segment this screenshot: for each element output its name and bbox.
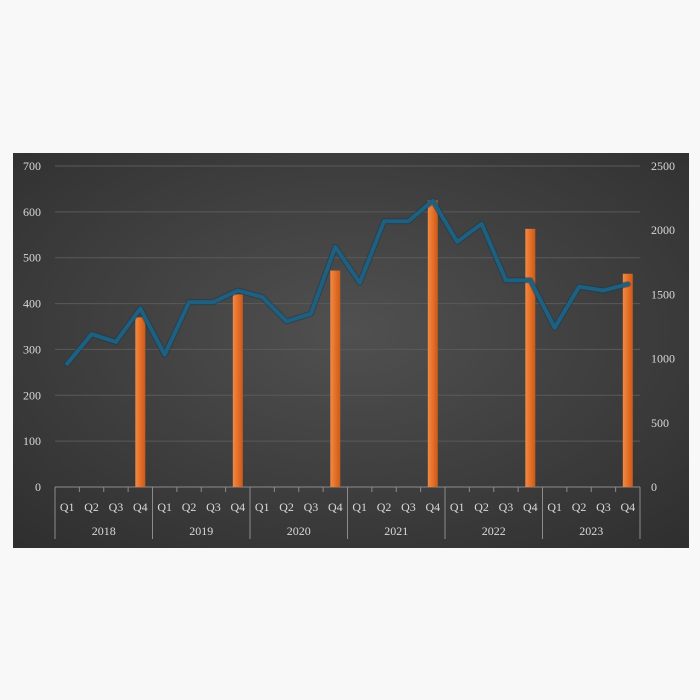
quarter-label: Q3 [401, 500, 416, 514]
quarter-label: Q4 [230, 500, 245, 514]
quarter-label: Q1 [157, 500, 172, 514]
bar [427, 200, 438, 487]
quarter-label: Q3 [304, 500, 319, 514]
quarter-label: Q1 [352, 500, 367, 514]
year-label: 2022 [482, 524, 506, 538]
bar [525, 228, 536, 487]
quarter-label: Q4 [133, 500, 148, 514]
year-label: 2020 [287, 524, 311, 538]
y-tick-label: 100 [23, 434, 41, 448]
quarter-label: Q3 [109, 500, 124, 514]
y-tick-label: 0 [35, 480, 41, 494]
quarter-label: Q2 [377, 500, 392, 514]
quarter-label: Q2 [474, 500, 489, 514]
y-tick-label: 200 [23, 388, 41, 402]
y2-tick-label: 2000 [651, 223, 675, 237]
bar [330, 270, 341, 487]
quarter-label: Q4 [328, 500, 343, 514]
year-label: 2018 [92, 524, 116, 538]
bar [135, 317, 146, 487]
quarter-label: Q3 [206, 500, 221, 514]
quarter-label: Q3 [596, 500, 611, 514]
chart-svg: 0 100 200 300 400 500 600 700 0 500 1000 1500 2000 25… [13, 153, 689, 548]
y-tick-label: 700 [23, 159, 41, 173]
quarter-label: Q1 [450, 500, 465, 514]
quarter-label: Q2 [572, 500, 587, 514]
y-tick-label: 600 [23, 205, 41, 219]
plot-background [13, 153, 689, 548]
quarter-label: Q4 [523, 500, 538, 514]
quarter-label: Q1 [255, 500, 270, 514]
quarter-label: Q1 [60, 500, 75, 514]
bar [622, 273, 633, 487]
y-tick-label: 400 [23, 297, 41, 311]
quarter-label: Q2 [182, 500, 197, 514]
y2-tick-label: 1500 [651, 287, 675, 301]
y2-tick-label: 2500 [651, 159, 675, 173]
quarter-label: Q3 [499, 500, 514, 514]
y2-tick-label: 1000 [651, 352, 675, 366]
bar [232, 294, 243, 487]
quarter-label: Q1 [547, 500, 562, 514]
quarter-label: Q4 [425, 500, 440, 514]
year-label: 2021 [384, 524, 408, 538]
y2-tick-label: 0 [651, 480, 657, 494]
year-label: 2019 [189, 524, 213, 538]
y2-tick-label: 500 [651, 416, 669, 430]
y-tick-label: 500 [23, 251, 41, 265]
quarter-label: Q4 [620, 500, 635, 514]
year-label: 2023 [579, 524, 603, 538]
chart: 0 100 200 300 400 500 600 700 0 500 1000 1500 2000 25… [13, 153, 689, 548]
quarter-label: Q2 [84, 500, 99, 514]
quarter-label: Q2 [279, 500, 294, 514]
y-tick-label: 300 [23, 342, 41, 356]
line-series [65, 198, 630, 366]
